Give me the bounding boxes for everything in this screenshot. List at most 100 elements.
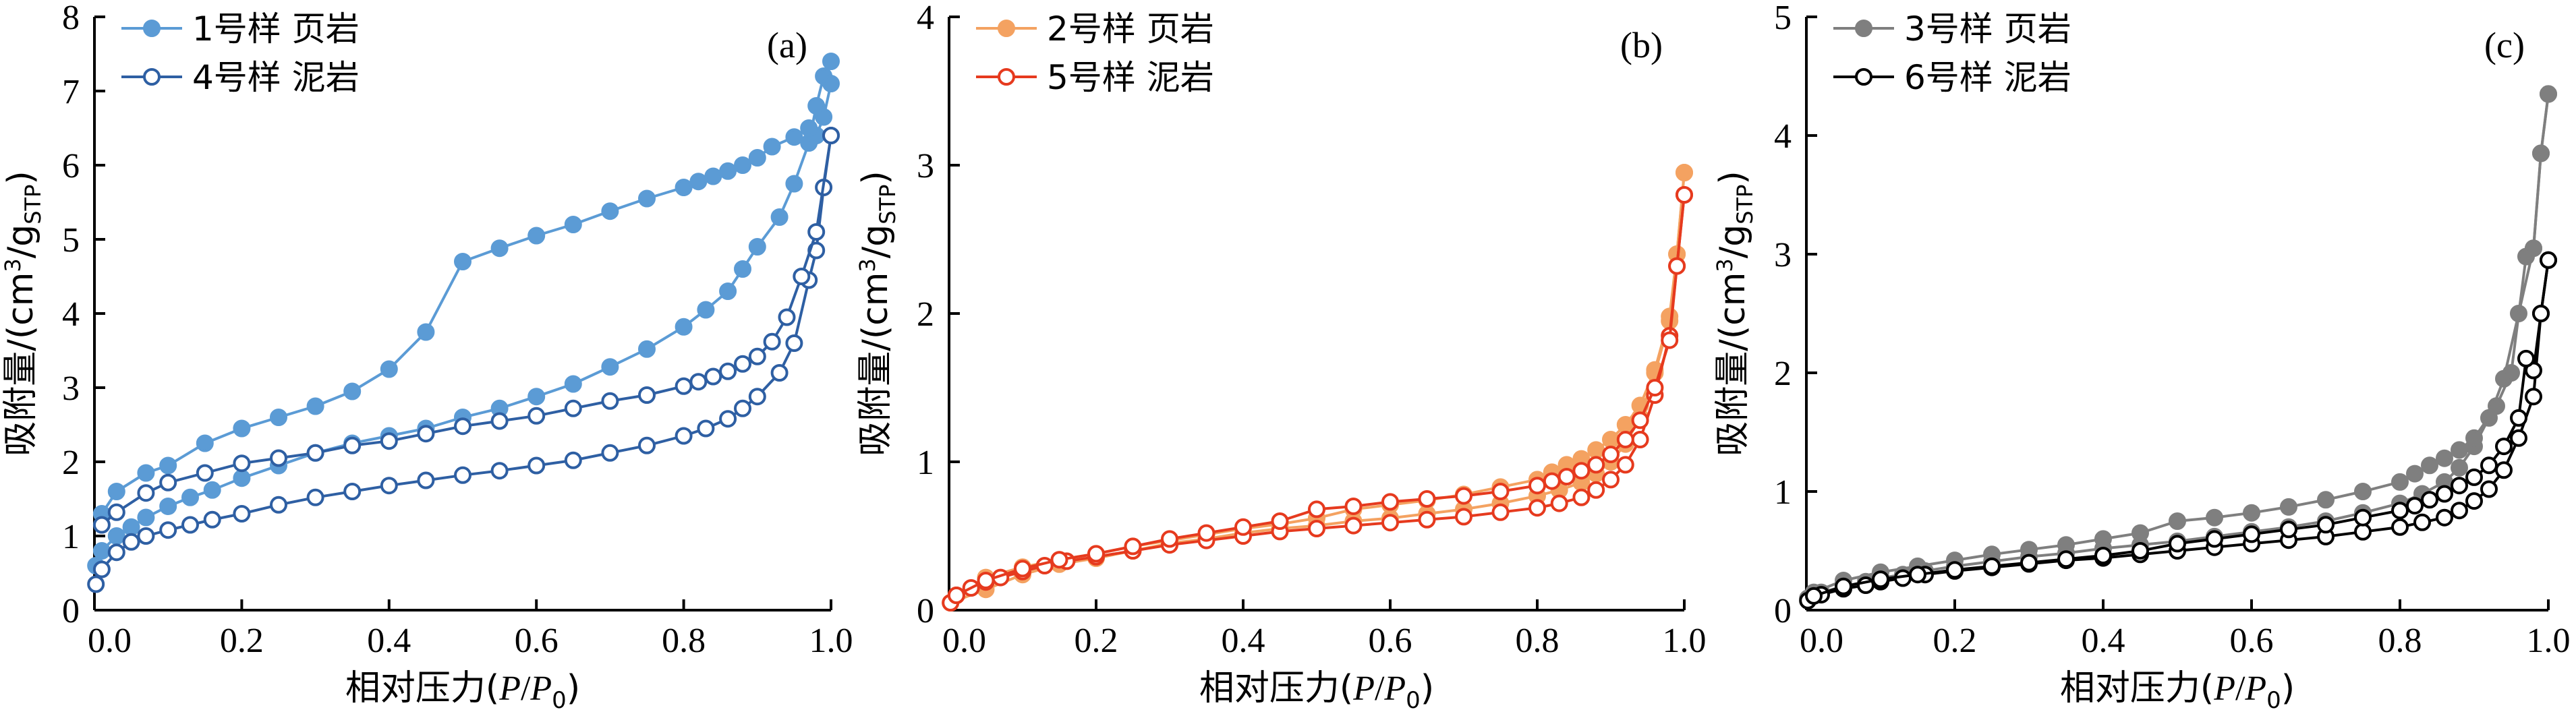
data-point — [490, 239, 509, 258]
data-point — [380, 360, 398, 378]
data-point — [1616, 416, 1634, 434]
data-point — [1197, 524, 1215, 542]
y-tick-label: 1 — [917, 444, 934, 482]
data-point — [1587, 481, 1605, 499]
data-point — [527, 388, 546, 406]
legend-label: 6号样 泥岩 — [1904, 58, 2071, 97]
data-point — [233, 419, 251, 438]
y-tick-label: 2 — [62, 444, 80, 482]
data-point — [2391, 502, 2409, 520]
data-point — [1631, 431, 1649, 448]
data-point — [1805, 587, 1823, 605]
y-tick-label: 3 — [62, 369, 80, 408]
data-point — [2057, 550, 2075, 568]
y-tick-label: 0 — [62, 592, 80, 630]
data-point — [2540, 85, 2557, 103]
data-point — [196, 464, 214, 482]
data-point — [343, 436, 362, 454]
data-point — [343, 483, 362, 500]
data-point — [137, 527, 155, 545]
data-point — [2436, 508, 2453, 527]
data-point — [490, 412, 509, 430]
data-point — [601, 202, 619, 220]
data-point — [689, 373, 708, 391]
data-point — [2354, 523, 2372, 541]
data-point — [1587, 441, 1605, 459]
data-point — [697, 301, 715, 319]
data-point — [1668, 257, 1686, 275]
data-point — [719, 162, 737, 180]
data-point — [748, 347, 766, 365]
data-point — [675, 318, 693, 336]
data-point — [1418, 490, 1436, 508]
data-point — [748, 238, 766, 256]
series-1 — [1799, 85, 2557, 607]
data-point — [159, 456, 177, 475]
data-point — [92, 516, 111, 534]
data-point — [1946, 561, 1964, 579]
y-tick-label: 5 — [62, 221, 80, 260]
data-point — [2465, 468, 2483, 486]
data-point — [2413, 513, 2431, 531]
data-point — [233, 469, 251, 487]
data-point — [181, 516, 199, 534]
legend-marker — [143, 20, 161, 37]
data-point — [1418, 510, 1436, 529]
data-point — [785, 175, 803, 193]
y-axis-title: 吸附量/(cm3/gSTP) — [855, 171, 900, 456]
data-point — [107, 483, 125, 500]
y-tick-label: 5 — [1774, 0, 1792, 37]
data-point — [1344, 498, 1363, 515]
data-point — [137, 484, 155, 502]
data-point — [159, 521, 177, 539]
data-point — [2406, 497, 2424, 515]
y-tick-label: 4 — [1774, 117, 1792, 156]
data-point — [734, 399, 751, 417]
data-point — [1646, 379, 1664, 396]
data-point — [815, 108, 833, 126]
data-point — [1455, 508, 1472, 526]
data-point — [2532, 144, 2550, 162]
series-2 — [942, 186, 1693, 611]
data-point — [785, 334, 803, 352]
data-point — [2131, 542, 2149, 560]
legend-marker — [998, 68, 1015, 86]
series-line-desorption — [101, 135, 832, 527]
y-tick-label: 4 — [62, 295, 80, 334]
data-point — [2495, 438, 2513, 456]
panel-label: (b) — [1620, 25, 1663, 65]
data-point — [1050, 551, 1068, 569]
legend-marker — [998, 20, 1015, 37]
data-point — [1381, 493, 1399, 511]
data-point — [2540, 251, 2557, 269]
data-point — [734, 355, 751, 373]
series-1 — [87, 53, 840, 574]
legend-label: 2号样 页岩 — [1047, 9, 1214, 49]
data-point — [770, 364, 789, 382]
data-point — [343, 382, 362, 400]
x-tick-label: 0.8 — [1516, 622, 1559, 660]
data-point — [137, 464, 155, 482]
data-point — [2206, 508, 2223, 527]
series-line-desorption — [1813, 94, 2550, 594]
x-tick-label: 0.2 — [1933, 622, 1977, 660]
data-point — [793, 268, 811, 285]
data-point — [306, 397, 324, 415]
data-point — [1550, 494, 1568, 512]
data-point — [2421, 456, 2438, 475]
series-line-adsorption — [950, 172, 1686, 604]
data-point — [270, 496, 287, 514]
data-point — [719, 410, 737, 428]
data-point — [1455, 487, 1472, 505]
data-point — [564, 399, 582, 417]
panel-3: 0.0 0.2 0.4 0.6 0.8 1.0 0 1 2 3 4 5 (c) 相对压力(P/P0) 吸附量… — [1712, 0, 2571, 714]
data-point — [822, 53, 840, 70]
data-point — [822, 127, 840, 144]
data-point — [1528, 499, 1546, 517]
data-point — [122, 518, 140, 536]
data-point — [2280, 520, 2297, 539]
data-point — [2510, 409, 2527, 427]
data-point — [2354, 508, 2372, 527]
data-point — [1676, 186, 1693, 204]
